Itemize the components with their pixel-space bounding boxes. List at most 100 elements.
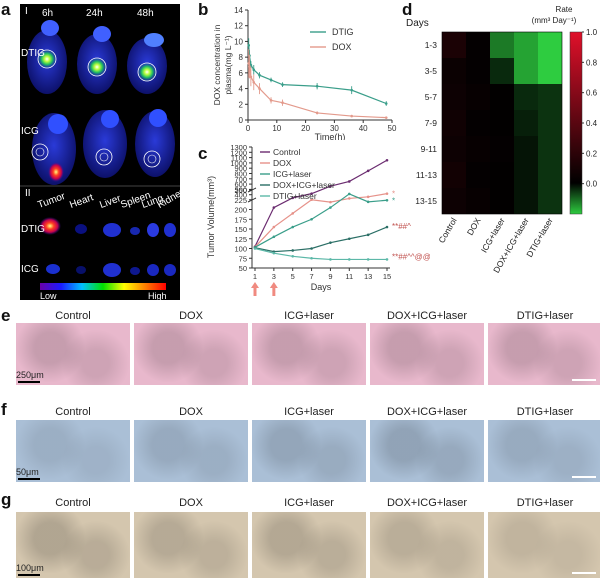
b-ytick-label: 12 [234, 22, 243, 31]
b-ytick-label: 8 [239, 53, 244, 62]
heatmap-cell [442, 136, 466, 162]
histology-header: DOX+ICG+laser [386, 497, 468, 509]
b-point [258, 87, 261, 90]
time-48h: 48h [137, 8, 154, 19]
c-ytick-label: 225 [234, 196, 247, 205]
c-xtick-label: 9 [328, 272, 332, 281]
b-ytick-label: 0 [239, 116, 244, 125]
histology-header: DTIG+laser [516, 406, 574, 418]
histology-image-he [370, 323, 484, 385]
histology-header: Control [55, 406, 91, 418]
c-point [272, 206, 276, 209]
c-point [385, 198, 389, 202]
b-point [247, 44, 251, 47]
d-row-label: 5-7 [425, 92, 438, 102]
c-ytick-label: 1200 [230, 148, 247, 157]
b-series-line [248, 63, 387, 119]
heatmap-cell [490, 32, 514, 58]
c-point [291, 196, 295, 200]
c-point [347, 192, 351, 196]
c-ytick-label: 150 [234, 225, 247, 234]
histology-header: DOX+ICG+laser [386, 406, 468, 418]
organ-row-dtig: DTIG [21, 224, 45, 235]
mouse-icg-6h [31, 113, 76, 185]
time-24h: 24h [86, 8, 103, 19]
histology-header: DTIG+laser [516, 497, 574, 509]
c-ytick-label: 600 [234, 180, 247, 189]
b-xtick-label: 50 [388, 124, 397, 133]
b-point [281, 101, 284, 105]
histology-image-ihc-f [370, 420, 484, 482]
d-cbar-tick-label: 0.8 [586, 58, 598, 67]
scale-bar [572, 572, 596, 574]
histology-image-ihc-f [252, 420, 366, 482]
heatmap-cell [514, 162, 538, 188]
panel-label-a: a [1, 0, 11, 19]
c-point [347, 180, 351, 183]
b-point [252, 80, 256, 84]
mouse-dtig-6h [27, 20, 67, 94]
histology-header: ICG+laser [284, 497, 334, 509]
d-col-label: Control [436, 216, 458, 245]
heatmap-cell [514, 58, 538, 84]
c-point [366, 169, 370, 173]
c-series-line [254, 159, 388, 247]
c-ytick-label: 1000 [230, 159, 247, 168]
d-cbar-title-1: Rate [556, 5, 573, 14]
c-series-line [254, 193, 388, 248]
c-ytick-label: 400 [234, 191, 247, 200]
d-cbar-tick-label: 0.4 [586, 119, 598, 128]
b-point [350, 114, 353, 118]
c-point [310, 256, 313, 260]
c-point [272, 225, 276, 229]
c-point [310, 217, 313, 221]
laser-arrow-icon [269, 282, 278, 296]
heatmap-cell [442, 162, 466, 188]
scale-bar [18, 574, 40, 576]
heatmap-cell [442, 188, 466, 214]
b-point [384, 102, 388, 105]
b-legend-label: DOX [332, 42, 352, 52]
c-series-line [254, 247, 387, 261]
histology-image-he [134, 323, 248, 385]
histology-image-ihc-f [134, 420, 248, 482]
d-cbar-tick-label: 0.2 [586, 149, 598, 158]
c-legend-label: DTIG+laser [273, 191, 317, 201]
panel-label-b: b [198, 0, 209, 19]
c-xtick-label: 15 [383, 272, 391, 281]
c-legend-label: Control [273, 147, 301, 157]
heatmap-cell [514, 84, 538, 110]
heatmap-cell [514, 136, 538, 162]
histology-image-he [252, 323, 366, 385]
section-ii-label: II [25, 188, 31, 199]
c-series-line [254, 193, 388, 248]
colorbar-a [40, 283, 166, 290]
c-significance: * [392, 190, 395, 199]
c-ytick-label: 1300 [230, 145, 247, 152]
b-ylabel-2: plasma(mg L⁻¹) [223, 35, 233, 94]
time-6h: 6h [42, 8, 54, 19]
c-ytick-label: 800 [234, 170, 247, 179]
mouse-icg-48h [135, 109, 175, 177]
panel-label-e: e [1, 306, 11, 325]
histology-image-ihc-g [370, 512, 484, 578]
c-ytick-label: 900 [234, 164, 247, 173]
c-ytick-label: 700 [234, 175, 247, 184]
chart-d: Days 1-3 3-5 5-7 7-9 9-11 11-13 13-15 Control DOX… [406, 5, 598, 275]
b-ytick-label: 4 [239, 85, 244, 94]
d-row-label: 13-15 [415, 196, 437, 206]
b-ytick-label: 6 [239, 69, 244, 78]
b-xtick-label: 40 [359, 124, 368, 133]
histology-image-he [16, 323, 130, 385]
c-point [366, 200, 370, 204]
heatmap-cell [466, 188, 490, 214]
b-point [269, 99, 273, 102]
c-legend-label: ICG+laser [273, 169, 312, 179]
b-point [350, 88, 353, 92]
histology-image-ihc-f [488, 420, 600, 482]
organs-dtig [39, 217, 176, 237]
c-ytick-label: 75 [239, 254, 247, 263]
c-point [291, 212, 295, 215]
c-ytick-label: 100 [234, 245, 247, 254]
histology-header: Control [55, 497, 91, 509]
